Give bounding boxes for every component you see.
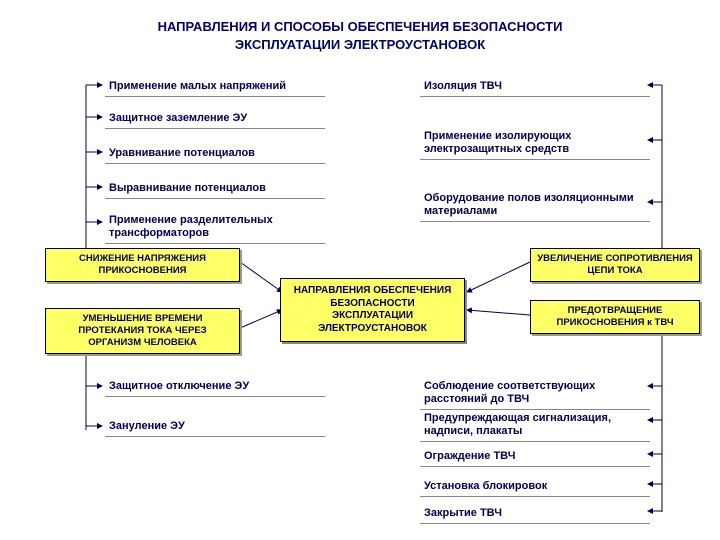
right-bottom-item-1: Предупреждающая сигнализация, надписи, п… xyxy=(420,410,650,442)
title-line-1: НАПРАВЛЕНИЯ И СПОСОБЫ ОБЕСПЕЧЕНИЯ БЕЗОПА… xyxy=(0,18,720,36)
right-item-0: Изоляция ТВЧ xyxy=(420,78,650,97)
left-item-0: Применение малых напряжений xyxy=(105,78,325,97)
right-item-2: Оборудование полов изоляционными материа… xyxy=(420,190,650,222)
right-bottom-item-2: Ограждение ТВЧ xyxy=(420,448,650,467)
right-bottom-item-3: Установка блокировок xyxy=(420,478,650,497)
yellow-box-right-bottom: ПРЕДОТВРАЩЕНИЕ ПРИКОСНОВЕНИЯ к ТВЧ xyxy=(530,300,700,334)
center-box: НАПРАВЛЕНИЯ ОБЕСПЕЧЕНИЯ БЕЗОПАСНОСТИ ЭКС… xyxy=(280,278,465,342)
left-item-4: Применение разделительных трансформаторо… xyxy=(105,212,325,244)
right-bottom-item-4: Закрытие ТВЧ xyxy=(420,505,650,524)
left-item-3: Выравнивание потенциалов xyxy=(105,180,325,199)
yellow-box-left-bottom: УМЕНЬШЕНИЕ ВРЕМЕНИ ПРОТЕКАНИЯ ТОКА ЧЕРЕЗ… xyxy=(45,308,240,354)
right-item-1: Применение изолирующих электрозащитных с… xyxy=(420,128,650,160)
yellow-box-right-top: УВЕЛИЧЕНИЕ СОПРОТИВЛЕНИЯ ЦЕПИ ТОКА xyxy=(530,248,700,282)
left-item-2: Уравнивание потенциалов xyxy=(105,145,325,164)
left-bottom-item-1: Зануление ЭУ xyxy=(105,418,325,437)
left-bottom-item-0: Защитное отключение ЭУ xyxy=(105,378,325,397)
right-bottom-item-0: Соблюдение соответствующих расстояний до… xyxy=(420,378,650,410)
left-item-1: Защитное заземление ЭУ xyxy=(105,110,325,129)
yellow-box-left-top: СНИЖЕНИЕ НАПРЯЖЕНИЯ ПРИКОСНОВЕНИЯ xyxy=(45,248,240,282)
title-line-2: ЭКСПЛУАТАЦИИ ЭЛЕКТРОУСТАНОВОК xyxy=(0,36,720,54)
diagram-title: НАПРАВЛЕНИЯ И СПОСОБЫ ОБЕСПЕЧЕНИЯ БЕЗОПА… xyxy=(0,18,720,53)
